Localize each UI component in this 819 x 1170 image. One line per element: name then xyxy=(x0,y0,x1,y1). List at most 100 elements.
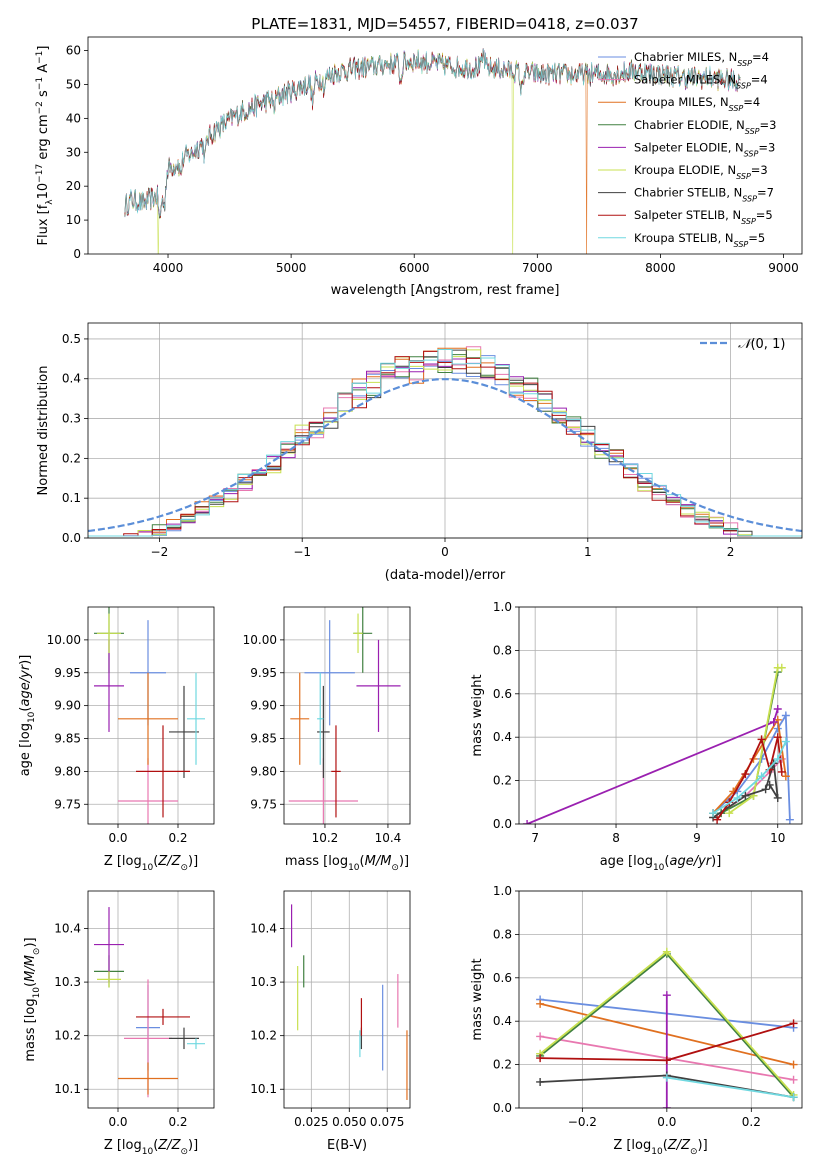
y-tick-label: 9.90 xyxy=(250,699,277,713)
mass-vs-ebv-xlabel: E(B-V) xyxy=(327,1138,367,1153)
residuals-xlabel: (data-model)/error xyxy=(385,568,506,583)
errorbar-point xyxy=(353,613,363,654)
gridlines xyxy=(284,891,410,1108)
y-tick-label: 9.80 xyxy=(54,764,81,778)
y-tick-label: 0.4 xyxy=(493,730,512,744)
y-tick-label: 10.00 xyxy=(243,633,277,647)
weight-marker xyxy=(781,737,790,746)
axes-frame xyxy=(518,606,803,825)
y-tick-label: 0.3 xyxy=(62,412,81,426)
legend-label: Chabrier ELODIE, NSSP=3 xyxy=(634,118,776,136)
weight-marker xyxy=(769,718,778,727)
y-tick-label: 0.0 xyxy=(493,1101,512,1115)
age-vs-mass-xlabel: mass [log10(M/M⊙)] xyxy=(285,854,409,873)
y-tick-label: 9.95 xyxy=(54,666,81,680)
x-tick-label: 0.2 xyxy=(168,1115,187,1129)
spectrum-xlabel: wavelength [Angstrom, rest frame] xyxy=(331,283,560,298)
mass-vs-ebv-panel: 0.025 0.050 0.075 10.1 10.2 10.3 10.4 E(B-V) xyxy=(250,890,411,1153)
axes-frame xyxy=(87,36,803,255)
y-tick-label: 0.8 xyxy=(493,643,512,657)
errorbar-point xyxy=(94,639,124,732)
weight-marker xyxy=(713,815,722,824)
y-tick-label: 30 xyxy=(66,145,81,159)
weight-marker xyxy=(773,754,782,763)
weight-marker xyxy=(741,770,750,779)
x-tick-label: 1 xyxy=(584,545,592,559)
weight-marker xyxy=(523,820,532,824)
x-tick-label: 0.2 xyxy=(742,1115,761,1129)
mass-weight-vs-age-ylabel: mass weight xyxy=(470,674,485,756)
weight-marker xyxy=(662,1104,671,1108)
y-tick-label: 10.4 xyxy=(54,922,81,936)
errorbar-point xyxy=(136,725,190,818)
x-tick-label: 10.2 xyxy=(312,831,339,845)
mass-weight-vs-Z-ylabel: mass weight xyxy=(470,958,485,1040)
x-tick-label: 10.4 xyxy=(375,831,402,845)
weight-marker xyxy=(662,947,671,956)
y-tick-label: 0.6 xyxy=(493,971,512,985)
weight-line xyxy=(712,762,779,819)
weight-line xyxy=(526,708,779,824)
y-tick-label: 1.0 xyxy=(493,600,512,614)
gridlines xyxy=(284,607,410,824)
weight-marker xyxy=(785,815,794,824)
mass-vs-z-panel: 0.0 0.2 10.1 10.2 10.3 10.4 Z [log10(Z/Z⊙)] mas… xyxy=(23,890,215,1157)
weight-marker xyxy=(662,1056,671,1065)
errorbar-point xyxy=(118,1062,178,1095)
y-tick-label: 0.1 xyxy=(62,491,81,505)
weight-marker xyxy=(536,1032,545,1041)
weight-marker xyxy=(709,809,718,818)
axes-frame xyxy=(283,606,411,825)
weight-marker xyxy=(536,1077,545,1086)
mass-weight-vs-age-panel: 7 8 9 10 0.0 0.2 0.4 0.6 0.8 1.0 age [log10(age/yr… xyxy=(470,600,803,873)
x-tick-label: 0.025 xyxy=(294,1115,328,1129)
gridlines xyxy=(88,607,214,824)
x-tick-label: −0.2 xyxy=(568,1115,597,1129)
x-tick-label: 0.0 xyxy=(108,831,127,845)
x-tick-label: 0 xyxy=(441,545,449,559)
ticks: 0.0 0.2 9.75 9.80 9.85 9.90 9.95 10.00 xyxy=(47,633,188,845)
y-tick-label: 0 xyxy=(73,247,81,261)
x-tick-label: 8 xyxy=(612,831,620,845)
plot-area xyxy=(94,607,205,824)
spectrum-line xyxy=(124,48,741,217)
legend-label: Kroupa ELODIE, NSSP=3 xyxy=(634,163,768,181)
legend-label: Salpeter ELODIE, NSSP=3 xyxy=(634,140,775,158)
y-tick-label: 10.00 xyxy=(47,633,81,647)
plot-area xyxy=(536,947,798,1108)
plot-area xyxy=(88,346,802,537)
y-tick-label: 20 xyxy=(66,179,81,193)
x-tick-label: 0.075 xyxy=(370,1115,404,1129)
errorbar-point xyxy=(169,685,199,778)
weight-marker xyxy=(789,1019,798,1028)
histogram-series xyxy=(88,349,802,537)
ticks: 10.2 10.4 9.75 9.80 9.85 9.90 9.95 10.00 xyxy=(243,633,402,845)
weight-marker xyxy=(777,767,786,776)
y-tick-label: 10.4 xyxy=(250,922,277,936)
legend-label: Salpeter STELIB, NSSP=5 xyxy=(634,208,773,226)
x-tick-label: 8000 xyxy=(645,261,676,275)
y-tick-label: 10 xyxy=(66,213,81,227)
y-tick-label: 0.8 xyxy=(493,927,512,941)
y-tick-label: 9.95 xyxy=(250,666,277,680)
gridlines xyxy=(88,891,214,1108)
residuals-ylabel: Normed distribution xyxy=(36,366,51,496)
age-vs-z-panel: 0.0 0.2 9.75 9.80 9.85 9.90 9.95 10.00 Z [log10(… xyxy=(18,606,215,873)
ticks: −0.2 0.0 0.2 0.0 0.2 0.4 0.6 0.8 1.0 xyxy=(493,884,761,1129)
mass-weight-vs-Z-xlabel: Z [log10(Z/Z⊙)] xyxy=(613,1138,707,1157)
y-tick-label: 0.6 xyxy=(493,687,512,701)
histogram-series xyxy=(88,349,802,537)
axes-frame xyxy=(518,890,803,1109)
errorbar-point xyxy=(118,672,178,765)
axes-frame xyxy=(283,890,411,1109)
y-tick-label: 0.4 xyxy=(493,1014,512,1028)
x-tick-label: 2 xyxy=(727,545,735,559)
errorbar-point xyxy=(94,907,124,983)
weight-marker xyxy=(757,735,766,744)
x-tick-label: 6000 xyxy=(399,261,430,275)
y-tick-label: 9.85 xyxy=(54,732,81,746)
y-tick-label: 9.90 xyxy=(54,699,81,713)
weight-marker xyxy=(761,785,770,794)
errorbar-point xyxy=(187,1038,205,1050)
